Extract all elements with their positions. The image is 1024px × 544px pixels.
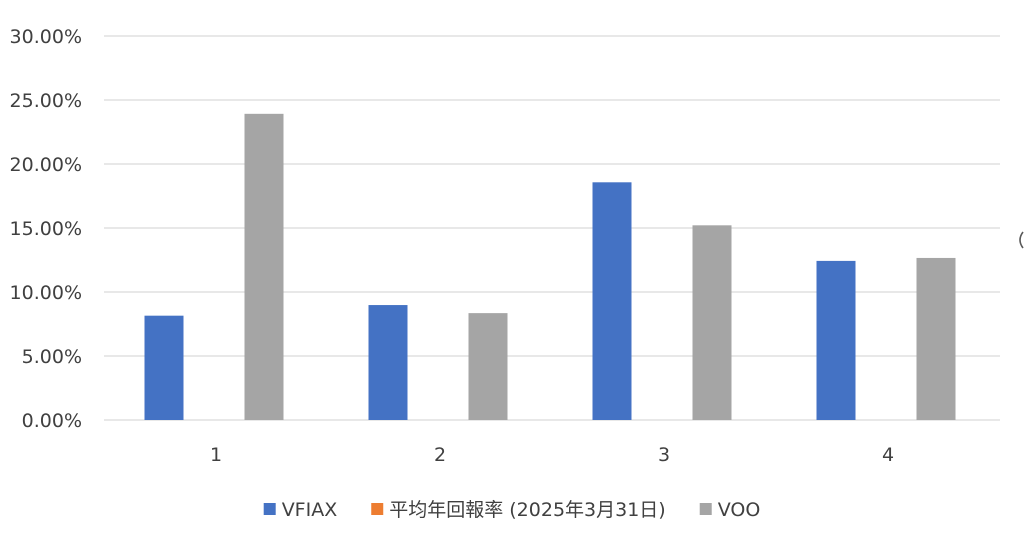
legend-item: VOO [699, 499, 761, 521]
x-axis-ticks: 1 2 3 4 [210, 444, 894, 466]
y-tick-label: 30.00% [10, 26, 82, 48]
bar-series-0-category-1 [144, 315, 184, 420]
x-tick-label: 1 [210, 444, 222, 466]
y-tick-label: 20.00% [10, 154, 82, 176]
y-tick-label: 25.00% [10, 90, 82, 112]
bar-series-2-category-1 [244, 113, 284, 420]
bar-series-0-category-2 [368, 305, 408, 420]
y-tick-label: 0.00% [22, 410, 82, 432]
legend-swatch [371, 503, 384, 515]
cropped-edge-mark [1019, 231, 1024, 249]
gridlines [104, 35, 1000, 421]
y-tick-label: 15.00% [10, 218, 82, 240]
legend-item: VFIAX [263, 499, 338, 521]
x-tick-label: 3 [658, 444, 670, 466]
legend: VFIAX 平均年回報率 (2025年3月31日) VOO [263, 499, 761, 521]
bar-series-2-category-3 [692, 225, 732, 420]
bar-series-2-category-2 [468, 313, 508, 420]
legend-swatch [699, 503, 712, 515]
bar-series-0-category-4 [816, 260, 856, 420]
legend-label: VOO [718, 499, 761, 521]
y-tick-label: 10.00% [10, 282, 82, 304]
legend-label: VFIAX [282, 499, 338, 521]
x-tick-label: 4 [882, 444, 894, 466]
legend-label: 平均年回報率 (2025年3月31日) [389, 499, 665, 521]
bar-series-2-category-4 [916, 257, 956, 420]
bars [144, 113, 956, 420]
legend-item: 平均年回報率 (2025年3月31日) [371, 499, 666, 521]
y-tick-label: 5.00% [22, 346, 82, 368]
bar-series-0-category-3 [592, 182, 632, 420]
x-tick-label: 2 [434, 444, 446, 466]
y-axis-ticks: 0.00% 5.00% 10.00% 15.00% 20.00% 25.00% 30.00% [10, 26, 82, 432]
legend-swatch [263, 503, 276, 515]
